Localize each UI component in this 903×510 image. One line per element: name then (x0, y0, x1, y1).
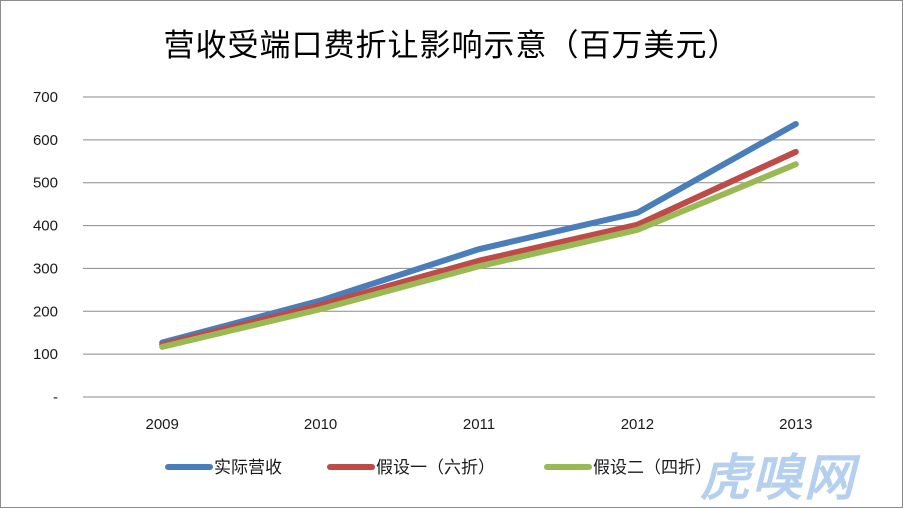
legend-label: 实际营收 (214, 458, 282, 478)
gridlines (83, 96, 875, 398)
y-tick-label: 500 (33, 175, 58, 192)
x-tick-label: 2011 (463, 416, 495, 433)
y-tick-label: 600 (33, 132, 58, 149)
y-tick-label: 200 (33, 303, 58, 320)
x-tick-label: 2009 (146, 416, 179, 433)
series-lines (159, 121, 799, 350)
y-tick-label: 100 (33, 346, 58, 363)
y-axis-ticks: - 100 200 300 400 500 600 700 (33, 89, 58, 406)
legend-label: 假设二（四折） (593, 458, 712, 478)
x-tick-label: 2010 (304, 416, 337, 433)
x-axis-ticks: 2009 2010 2011 2012 2013 (146, 416, 813, 433)
watermark-logo: 虎嗅网 (700, 448, 856, 507)
chart-title: 营收受端口费折让影响示意（百万美元） (163, 28, 740, 64)
legend: 实际营收 假设一（六折） 假设二（四折） (165, 458, 712, 478)
legend-label: 假设一（六折） (376, 458, 495, 478)
y-tick-label: 700 (33, 89, 58, 106)
y-tick-label: 300 (33, 260, 58, 277)
x-tick-label: 2013 (779, 416, 812, 433)
y-tick-label: 400 (33, 218, 58, 235)
x-tick-label: 2012 (621, 416, 654, 433)
series-line (159, 121, 799, 346)
series-line (159, 148, 799, 348)
series-line (159, 161, 799, 350)
y-tick-label: - (53, 389, 58, 406)
